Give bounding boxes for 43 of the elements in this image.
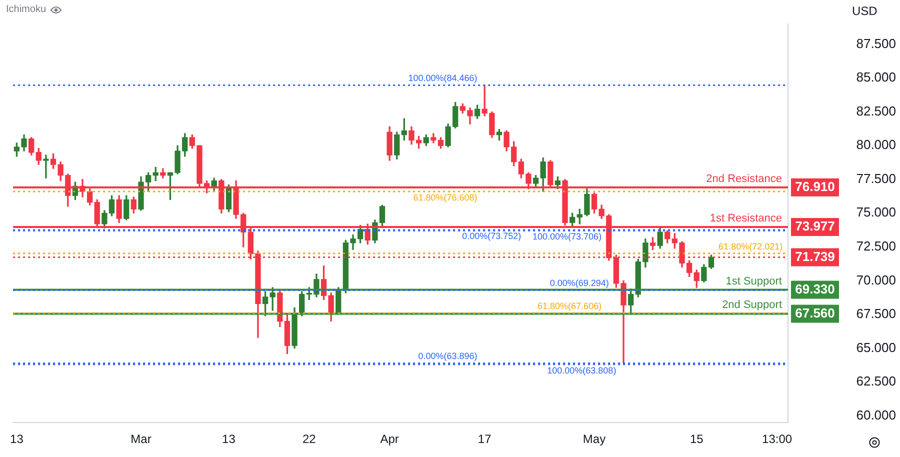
x-tick-label: 22 bbox=[302, 432, 316, 446]
ref-line-label: 61.80%(67.606) bbox=[538, 301, 602, 312]
ref-line-label: 0.00%(69.294) bbox=[550, 278, 609, 288]
y-tick-label: 70.000 bbox=[856, 272, 896, 288]
y-axis-title: USD bbox=[852, 4, 878, 18]
candlestick bbox=[160, 168, 166, 178]
x-tick-label: May bbox=[582, 432, 606, 446]
y-tick-label: 67.500 bbox=[856, 306, 896, 322]
ref-line-label: 1st Support bbox=[726, 275, 782, 288]
ref-line-label: 0.00%(73.752) bbox=[462, 231, 522, 242]
x-tick-label: 15 bbox=[690, 432, 704, 446]
text: 69.330 bbox=[795, 281, 835, 296]
text: 67.560 bbox=[795, 305, 835, 320]
ref-line-label: 61.80%(76.608) bbox=[413, 192, 478, 202]
y-tick-label: 62.500 bbox=[856, 374, 896, 389]
ref-line-label: 100.00%(73.706) bbox=[532, 232, 602, 242]
x-tick-label: Apr bbox=[380, 432, 399, 446]
text: 71.739 bbox=[795, 248, 835, 264]
candlestick bbox=[43, 154, 49, 178]
y-tick-label: 60.000 bbox=[856, 407, 896, 422]
text: 76.910 bbox=[795, 178, 835, 194]
y-tick-label: 75.000 bbox=[856, 204, 896, 220]
y-tick-label: 77.500 bbox=[856, 170, 896, 186]
ref-line-label: 2nd Support bbox=[722, 299, 782, 312]
x-tick-label: 13:00 bbox=[762, 432, 792, 446]
text: Ichimoku bbox=[6, 4, 46, 15]
y-tick-label: 72.500 bbox=[856, 238, 896, 254]
y-tick-label: 85.000 bbox=[856, 70, 896, 85]
y-tick-label: 87.500 bbox=[856, 36, 896, 51]
x-tick-label: 13 bbox=[10, 432, 24, 446]
y-tick-label: 65.000 bbox=[856, 340, 896, 355]
ref-line-label: 2nd Resistance bbox=[706, 172, 782, 185]
y-tick-label: 82.500 bbox=[856, 103, 896, 118]
ref-line-label: 1st Resistance bbox=[710, 212, 782, 225]
x-tick-label: 13 bbox=[222, 432, 236, 446]
ref-line-label: 61.80%(72.021) bbox=[718, 241, 783, 252]
ref-line-label: 100.00%(63.808) bbox=[547, 365, 616, 376]
text: 73.977 bbox=[795, 218, 835, 234]
x-tick-label: Mar bbox=[130, 432, 152, 446]
ref-line-label: 100.00%(84.466) bbox=[408, 73, 478, 84]
y-tick-label: 80.000 bbox=[856, 137, 896, 152]
x-tick-label: 17 bbox=[478, 432, 492, 446]
ref-line-label: 0.00%(63.896) bbox=[418, 351, 478, 362]
